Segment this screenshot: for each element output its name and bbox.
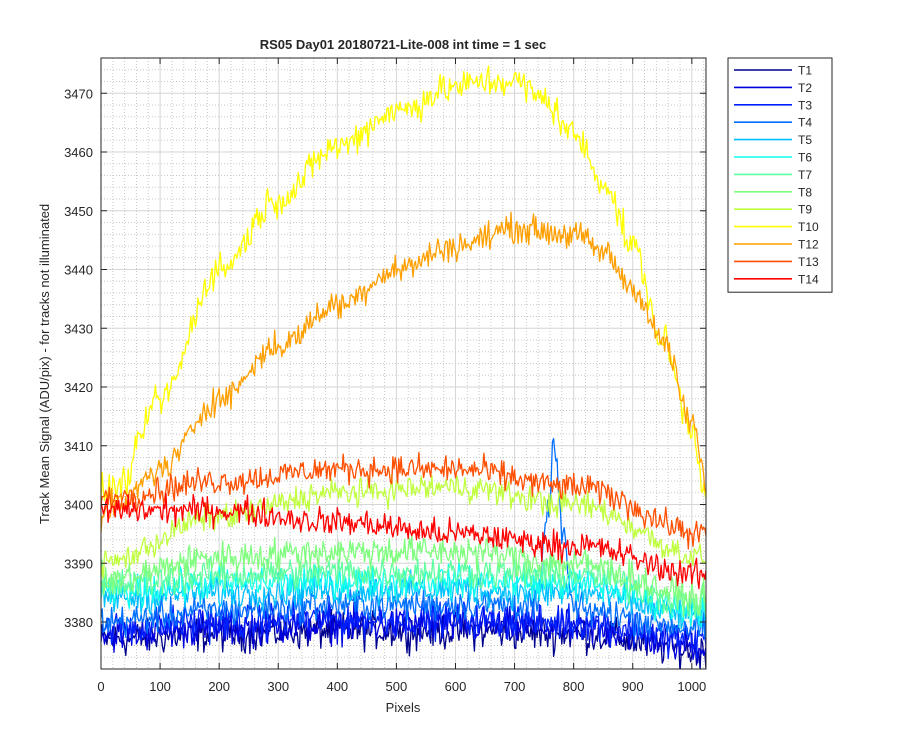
x-axis-label: Pixels (386, 700, 421, 715)
y-tick-label: 3440 (64, 263, 93, 278)
series-line-t9 (101, 474, 706, 579)
legend-item-t4: T4 (734, 116, 812, 130)
y-tick-label: 3410 (64, 439, 93, 454)
y-axis-label: Track Mean Signal (ADU/pix) - for tracks… (37, 204, 52, 524)
x-tick-label: 400 (326, 679, 348, 694)
legend-label: T8 (798, 185, 812, 199)
legend-item-t3: T3 (734, 98, 812, 112)
legend: T1 T2 T3 T4 T5 T6 T7 T8 T9 T10 T12 T13 T14 (727, 57, 833, 293)
x-tick-label: 200 (208, 679, 230, 694)
y-tick-label: 3390 (64, 556, 93, 571)
series-line-t14 (101, 493, 706, 590)
x-tick-label: 1000 (677, 679, 706, 694)
plot-area (101, 65, 706, 669)
y-tick-labels: 3380 3390 3400 3410 3420 3430 3440 3450 3460 3470 (64, 86, 93, 630)
legend-label: T6 (798, 151, 812, 165)
series-line-t4 (101, 437, 706, 639)
y-tick-label: 3380 (64, 615, 93, 630)
x-tick-label: 900 (622, 679, 644, 694)
series-line-t12 (101, 211, 706, 533)
y-tick-label: 3430 (64, 321, 93, 336)
legend-label: T9 (798, 203, 812, 217)
series-line-t13 (101, 452, 706, 550)
x-tick-label: 700 (504, 679, 526, 694)
legend-item-t8: T8 (734, 185, 812, 199)
legend-item-t7: T7 (734, 168, 812, 182)
legend-label: T14 (798, 272, 819, 286)
x-tick-label: 100 (149, 679, 171, 694)
chart-title: RS05 Day01 20180721-Lite-008 int time = … (260, 37, 547, 52)
y-tick-label: 3450 (64, 204, 93, 219)
legend-label: T3 (798, 98, 812, 112)
legend-label: T5 (798, 133, 812, 147)
legend-item-t6: T6 (734, 151, 812, 165)
x-tick-labels: 0 100 200 300 400 500 600 700 800 900 1000 (97, 679, 706, 694)
legend-label: T7 (798, 168, 812, 182)
tick-marks (100, 58, 706, 669)
series-lines (101, 65, 706, 669)
legend-label: T4 (798, 116, 812, 130)
y-tick-label: 3400 (64, 498, 93, 513)
series-line-t7 (101, 554, 706, 619)
y-tick-label: 3460 (64, 145, 93, 160)
legend-item-t12: T12 (734, 238, 819, 252)
axes-frame (100, 57, 707, 670)
y-tick-label: 3470 (64, 86, 93, 101)
x-tick-label: 500 (386, 679, 408, 694)
x-tick-label: 0 (97, 679, 104, 694)
legend-label: T13 (798, 255, 819, 269)
legend-label: T12 (798, 238, 819, 252)
legend-item-t5: T5 (734, 133, 812, 147)
x-tick-label: 300 (267, 679, 289, 694)
legend-item-t14: T14 (734, 272, 819, 286)
legend-item-t2: T2 (734, 81, 812, 95)
legend-label: T1 (798, 64, 812, 78)
y-tick-label: 3420 (64, 380, 93, 395)
legend-item-t9: T9 (734, 203, 812, 217)
series-line-t3 (101, 596, 706, 660)
legend-label: T10 (798, 220, 819, 234)
series-line-t8 (101, 535, 706, 618)
x-tick-label: 600 (445, 679, 467, 694)
legend-item-t10: T10 (734, 220, 819, 234)
series-line-t10 (101, 65, 706, 505)
legend-item-t13: T13 (734, 255, 819, 269)
legend-item-t1: T1 (734, 64, 812, 78)
x-tick-label: 800 (563, 679, 585, 694)
legend-label: T2 (798, 81, 812, 95)
